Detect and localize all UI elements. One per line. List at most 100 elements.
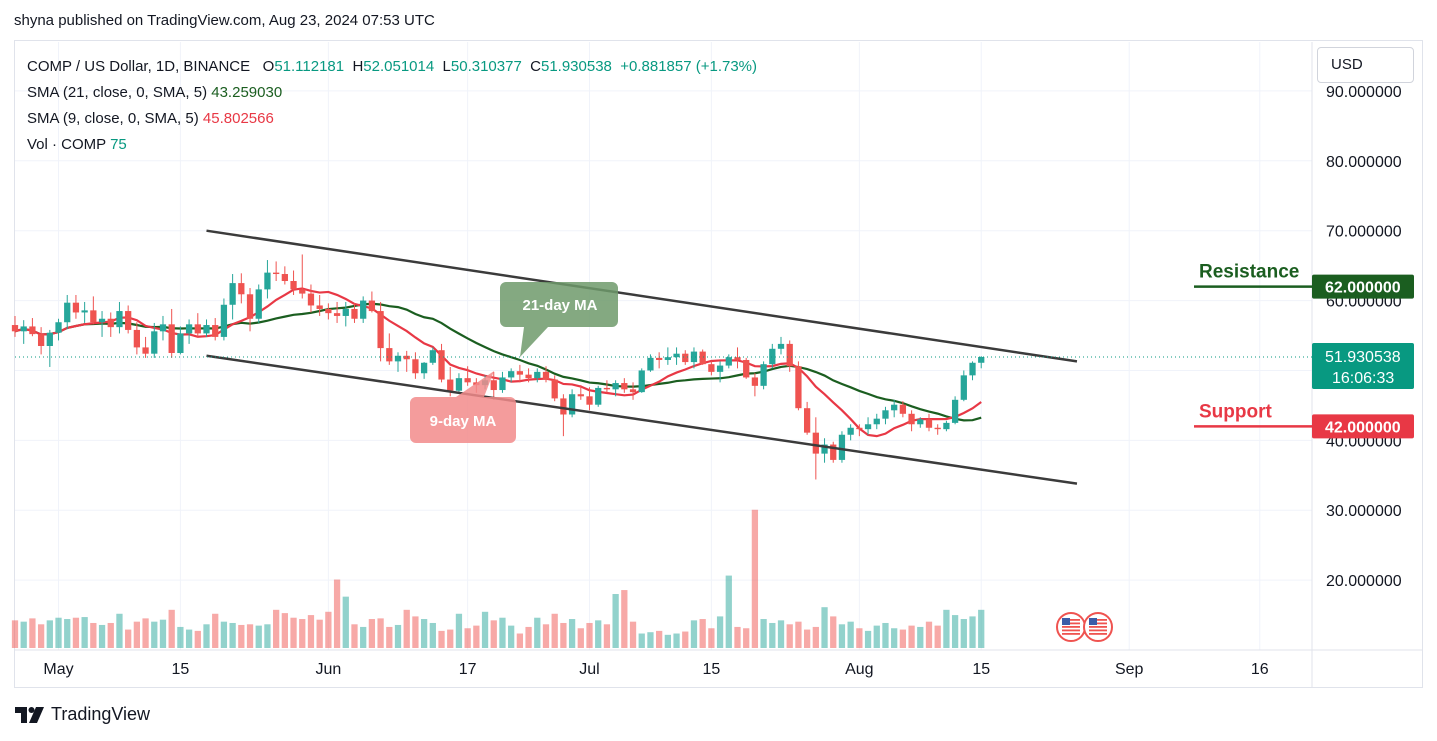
candle-body[interactable] — [751, 377, 759, 386]
candle-body[interactable] — [821, 444, 828, 454]
candle-body[interactable] — [168, 324, 175, 353]
candle-body[interactable] — [403, 355, 410, 360]
candle-body[interactable] — [412, 359, 419, 374]
sma21-callout[interactable]: 21-day MA — [500, 282, 618, 357]
candle-body[interactable] — [508, 371, 515, 378]
candle-body[interactable] — [969, 362, 976, 376]
sma9-row[interactable]: SMA (9, close, 0, SMA, 5) 45.802566 — [27, 106, 757, 132]
candle-body[interactable] — [647, 357, 654, 371]
candle-body[interactable] — [116, 311, 123, 328]
candle-body[interactable] — [673, 353, 680, 358]
candle-body[interactable] — [342, 308, 349, 316]
channel-upper-line[interactable] — [206, 229, 1078, 363]
candle-body[interactable] — [246, 294, 254, 319]
candle-body[interactable] — [429, 350, 436, 363]
candle-body[interactable] — [203, 325, 210, 334]
candle-body[interactable] — [760, 364, 767, 386]
candle-body[interactable] — [595, 387, 602, 405]
candle-body[interactable] — [455, 378, 463, 391]
candle-body[interactable] — [394, 355, 402, 362]
candle-body[interactable] — [37, 334, 45, 346]
candle-body[interactable] — [72, 302, 80, 313]
candle-body[interactable] — [55, 322, 62, 333]
candle-body[interactable] — [281, 274, 288, 282]
candle-body[interactable] — [690, 351, 698, 363]
channel-lower-line[interactable] — [206, 354, 1078, 485]
candle-body[interactable] — [882, 410, 889, 419]
candle-body[interactable] — [777, 343, 785, 349]
candle-body[interactable] — [638, 370, 645, 393]
candle-body[interactable] — [734, 357, 741, 360]
candle-body[interactable] — [934, 427, 941, 430]
candle-body[interactable] — [316, 305, 323, 309]
candle-body[interactable] — [299, 289, 306, 294]
candle-body[interactable] — [725, 357, 732, 366]
candle-body[interactable] — [830, 444, 837, 460]
candle-body[interactable] — [699, 351, 706, 365]
candle-body[interactable] — [125, 311, 132, 330]
candle-body[interactable] — [516, 371, 524, 375]
candle-body[interactable] — [716, 365, 724, 372]
sma9-callout[interactable]: 9-day MA — [410, 371, 516, 443]
candle-body[interactable] — [534, 371, 541, 379]
candle-body[interactable] — [542, 371, 550, 380]
candle-body[interactable] — [838, 434, 846, 460]
candle-body[interactable] — [11, 325, 19, 332]
candle-body[interactable] — [142, 347, 149, 354]
candle-body[interactable] — [360, 300, 367, 319]
candle-body[interactable] — [925, 419, 933, 428]
tradingview-logo[interactable]: TradingView — [15, 704, 150, 725]
sma21-row[interactable]: SMA (21, close, 0, SMA, 5) 43.259030 — [27, 80, 757, 106]
candle-body[interactable] — [978, 356, 985, 363]
candle-body[interactable] — [307, 293, 315, 306]
candle-body[interactable] — [603, 387, 611, 390]
candle-body[interactable] — [273, 272, 280, 275]
candle-body[interactable] — [377, 311, 384, 349]
candle-body[interactable] — [238, 283, 245, 295]
candle-body[interactable] — [960, 375, 967, 400]
candle-body[interactable] — [420, 362, 428, 374]
candle-body[interactable] — [586, 396, 593, 405]
candle-body[interactable] — [177, 333, 184, 353]
volume-row[interactable]: Vol · COMP 75 — [27, 132, 757, 158]
candle-body[interactable] — [803, 408, 811, 433]
candle-body[interactable] — [107, 318, 114, 328]
candle-body[interactable] — [577, 394, 584, 397]
candle-body[interactable] — [220, 304, 228, 337]
candle-body[interactable] — [873, 418, 880, 425]
candle-body[interactable] — [264, 272, 271, 290]
candle-body[interactable] — [908, 413, 915, 425]
candle-body[interactable] — [229, 283, 236, 305]
candle-body[interactable] — [290, 281, 297, 290]
candle-body[interactable] — [386, 348, 393, 362]
candle-body[interactable] — [856, 427, 863, 430]
candle-body[interactable] — [29, 326, 36, 335]
candle-body[interactable] — [769, 348, 776, 365]
candle-body[interactable] — [351, 308, 358, 319]
candle-body[interactable] — [212, 325, 219, 337]
candle-body[interactable] — [333, 313, 341, 316]
candle-body[interactable] — [943, 422, 950, 430]
candle-body[interactable] — [159, 324, 167, 332]
candle-body[interactable] — [151, 331, 158, 354]
candle-body[interactable] — [325, 308, 332, 314]
candle-body[interactable] — [891, 404, 898, 411]
candle-body[interactable] — [568, 394, 576, 415]
candle-body[interactable] — [46, 332, 53, 346]
candle-body[interactable] — [656, 357, 663, 360]
candle-body[interactable] — [499, 377, 506, 391]
candle-body[interactable] — [464, 378, 471, 383]
candle-body[interactable] — [664, 357, 671, 360]
candle-body[interactable] — [194, 324, 201, 334]
candle-body[interactable] — [621, 383, 628, 390]
candle-body[interactable] — [90, 310, 97, 323]
candle-body[interactable] — [447, 379, 454, 391]
candle-body[interactable] — [951, 399, 959, 423]
candle-body[interactable] — [185, 324, 193, 334]
candle-body[interactable] — [255, 289, 262, 319]
candle-body[interactable] — [795, 366, 802, 409]
candle-body[interactable] — [20, 326, 27, 332]
candle-body[interactable] — [551, 379, 558, 399]
candle-body[interactable] — [812, 432, 819, 454]
